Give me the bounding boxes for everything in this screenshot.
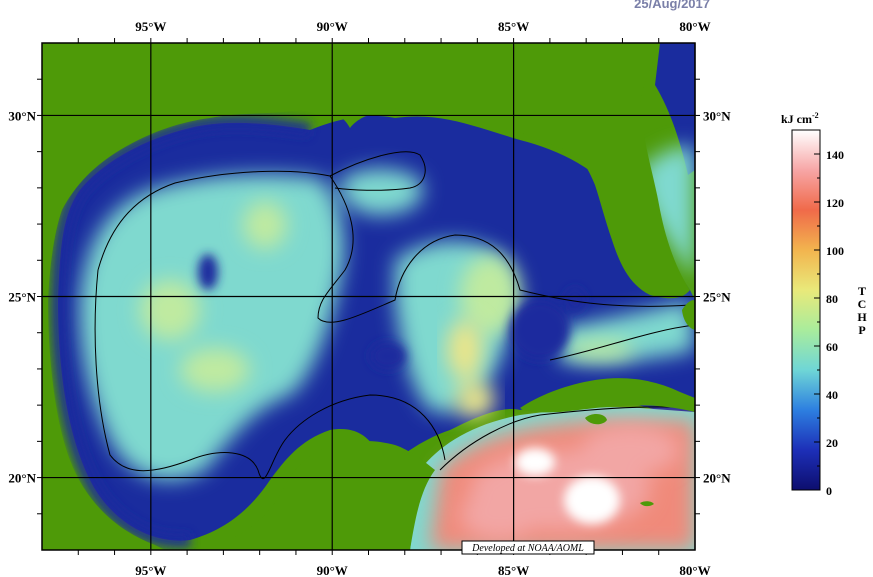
heat-blobs: [51, 115, 695, 550]
lon-label-bottom: 90°W: [317, 563, 348, 577]
lon-label-top: 80°W: [679, 19, 710, 34]
colorbar-scale: [791, 129, 821, 491]
colorbar-tick-label: 20: [826, 436, 838, 450]
colorbar-variable-letter: C: [858, 297, 867, 311]
lat-label-right: 30°N: [703, 108, 731, 123]
lat-label-right: 25°N: [703, 290, 731, 305]
lat-label-left: 30°N: [8, 108, 36, 123]
lon-label-bottom: 95°W: [135, 563, 166, 577]
us-gulf-coast: [42, 43, 690, 300]
colorbar-tick-label: 40: [826, 388, 838, 402]
colorbar-variable-letter: T: [858, 284, 866, 298]
lon-label-bottom: 80°W: [679, 563, 710, 577]
isla-de-la-juventud: [585, 414, 607, 425]
lon-label-top: 95°W: [135, 19, 166, 34]
colorbar-tick-label: 120: [826, 196, 844, 210]
colorbar-unit: kJ cm-2: [781, 111, 819, 126]
lon-label-top: 85°W: [498, 19, 529, 34]
axis-labels: 95°W 95°W 90°W 90°W 85°W 85°W 80°W 80°W 30°N 30°N…: [8, 19, 731, 577]
landmasses: [42, 43, 695, 550]
credit-box: Developed at NOAA/AOML: [461, 540, 595, 555]
lat-label-left: 20°N: [8, 471, 36, 486]
lat-label-right: 20°N: [703, 471, 731, 486]
cuba: [520, 378, 695, 413]
colorbar-tick-label: 80: [826, 292, 838, 306]
colorbar-tick-label: 100: [826, 244, 844, 258]
mexico: [42, 300, 165, 550]
yucatan-peninsula: [200, 440, 435, 550]
colorbar-tick-label: 0: [826, 484, 832, 498]
cayman-islands: [640, 501, 654, 507]
bahamas: [682, 300, 695, 330]
frame-ticks: [37, 38, 700, 555]
lon-label-top: 90°W: [317, 19, 348, 34]
credit-text: Developed at NOAA/AOML: [471, 543, 584, 554]
colorbar-variable-letter: P: [858, 323, 865, 337]
date-label: 25/Aug/2017: [634, 0, 710, 11]
lon-label-bottom: 85°W: [498, 563, 529, 577]
contour-lines: [94, 151, 695, 479]
atlantic-strip: [655, 43, 695, 175]
colorbar-tick-label: 140: [826, 148, 844, 162]
colorbar-variable-letter: H: [857, 310, 867, 324]
colorbar-tick-label: 60: [826, 340, 838, 354]
lat-label-left: 25°N: [8, 290, 36, 305]
